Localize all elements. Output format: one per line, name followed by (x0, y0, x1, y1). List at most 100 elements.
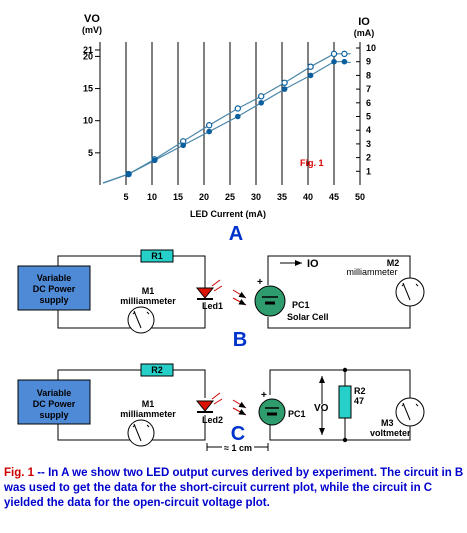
pc1-b-label: PC1 (292, 300, 310, 310)
caption-text: -- In A we show two LED output curves de… (4, 467, 464, 509)
led2 (195, 392, 223, 413)
y-left-tick-label: 21 (83, 45, 93, 55)
solar-cell-pc1-c (258, 398, 286, 426)
circuit-c: Variable DC Power supply R2 M1 milliamme… (17, 363, 425, 453)
y-right-tick-label: 2 (366, 153, 371, 163)
resistor-r1-label: R1 (151, 251, 163, 261)
vo-label: VO (314, 403, 329, 414)
milliammeter-m1-c (127, 419, 155, 447)
y-right-tick-label: 3 (366, 139, 371, 149)
psu-c-line2: DC Power (33, 399, 76, 409)
data-point-filled (331, 58, 337, 65)
psu-b-line2: DC Power (33, 284, 76, 294)
y-right-tick-label: 7 (366, 84, 371, 94)
data-point-open (281, 79, 288, 86)
y-left-tick-label: 20 (83, 51, 93, 61)
x-tick-label: 35 (277, 192, 287, 202)
y-left-title: VO (84, 13, 100, 25)
data-point-open (205, 122, 213, 129)
x-tick-label: 10 (147, 192, 157, 202)
pc1-b-plus: + (257, 277, 263, 288)
x-tick-label: 5 (123, 192, 128, 202)
x-tick-label: 15 (173, 192, 183, 202)
solar-cell-label: Solar Cell (287, 312, 329, 322)
data-point-open (307, 63, 314, 70)
y-right-tick-label: 1 (366, 166, 371, 176)
solar-cell-pc1-b (254, 285, 286, 317)
y-right-tick-label: 5 (366, 112, 371, 122)
psu-b-line1: Variable (37, 273, 72, 283)
resistor-r2-c-label: R2 (151, 365, 163, 375)
x-tick-label: 40 (303, 192, 313, 202)
variable-dc-power-supply-b (17, 265, 91, 311)
y-left-tick-label: 5 (88, 148, 93, 158)
m1-c-label: M1 (142, 399, 155, 409)
data-point-filled (125, 171, 132, 177)
data-point-filled (258, 100, 265, 106)
y-right-unit: (mA) (354, 28, 375, 38)
psu-b-line3: supply (39, 295, 68, 305)
circuit-b: Variable DC Power supply R1 M1 milliamme… (17, 249, 425, 351)
m2-label: M2 (387, 258, 400, 268)
variable-dc-power-supply-c (17, 379, 91, 425)
x-tick-label: 50 (355, 192, 365, 202)
psu-c-line1: Variable (37, 388, 72, 398)
data-point-filled (151, 157, 158, 164)
m1-b-sub: milliammeter (120, 296, 176, 306)
panel-letter-b: B (233, 329, 247, 351)
series-filled-points (125, 58, 348, 177)
io-label: IO (307, 258, 319, 270)
voltmeter-m3 (395, 397, 425, 427)
r2-load-name: R2 (354, 386, 366, 396)
data-point-filled (206, 128, 212, 135)
y-right-tick-label: 4 (366, 125, 371, 135)
data-point-open (234, 105, 241, 112)
y-left-unit: (mV) (82, 25, 102, 35)
y-right-tick-label: 10 (366, 43, 376, 53)
m2-sub: milliammeter (346, 267, 397, 277)
milliammeter-m1-b (127, 306, 155, 334)
data-point-open (330, 50, 338, 58)
data-point-filled (307, 72, 314, 79)
milliammeter-m2 (395, 277, 425, 307)
caption-lead: Fig. 1 (4, 467, 35, 479)
data-point-open (341, 50, 348, 58)
resistor-r1 (140, 249, 174, 263)
pc1-c-plus: + (261, 390, 267, 401)
psu-c-line3: supply (39, 410, 68, 420)
m3-label: M3 (381, 418, 394, 428)
y-right-tick-label: 8 (366, 70, 371, 80)
m1-b-label: M1 (142, 286, 155, 296)
data-point-filled (281, 86, 288, 92)
panel-letter-c: C (231, 423, 245, 445)
y-right-title: IO (358, 16, 370, 28)
y-right-tick-label: 6 (366, 98, 371, 108)
led1-label: Led1 (202, 301, 223, 311)
voltmeter-label: voltmeter (370, 428, 411, 438)
pc1-c-label: PC1 (288, 409, 306, 419)
x-tick-label: 45 (329, 192, 339, 202)
figure-caption: Fig. 1 -- In A we show two LED output cu… (4, 466, 464, 511)
resistor-r2-load (338, 385, 352, 419)
data-point-open (258, 93, 265, 100)
led1 (195, 279, 223, 300)
x-tick-label: 30 (251, 192, 261, 202)
y-left-tick-label: 10 (83, 116, 93, 126)
data-point-filled (180, 142, 186, 149)
data-point-filled (341, 58, 348, 65)
x-axis-label: LED Current (mA) (190, 209, 266, 219)
led2-label: Led2 (202, 415, 223, 425)
fig-annotation: Fig. 1 (300, 158, 324, 168)
y-right-tick-label: 9 (366, 57, 371, 67)
data-point-filled (235, 113, 241, 120)
x-tick-label: 20 (199, 192, 209, 202)
x-tick-label: 25 (225, 192, 235, 202)
m1-c-sub: milliammeter (120, 409, 176, 419)
y-left-tick-label: 15 (83, 84, 93, 94)
r2-load-value: 47 (354, 396, 364, 406)
wire-c-top (57, 369, 206, 398)
resistor-r2-c (140, 363, 174, 377)
